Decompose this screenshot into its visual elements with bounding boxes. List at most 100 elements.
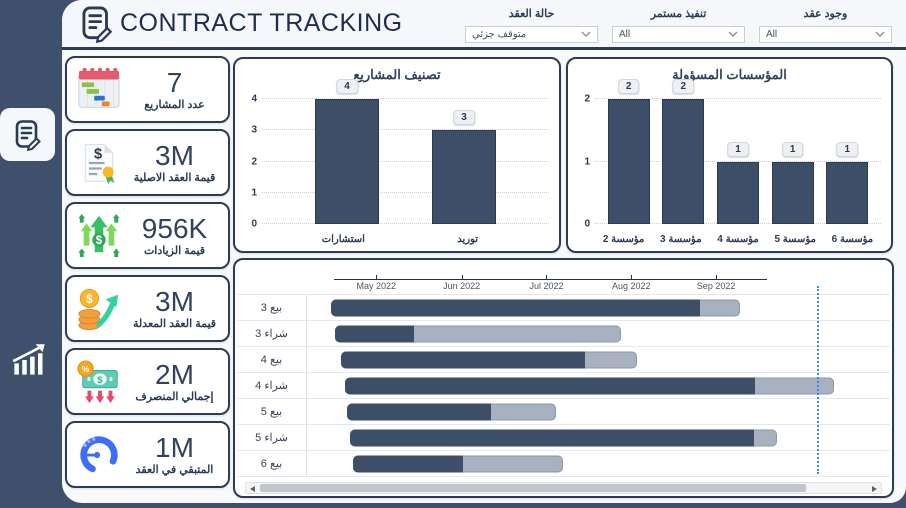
kpi-card-project-count: 7 عدد المشاريع xyxy=(65,56,230,123)
svg-text:$: $ xyxy=(96,235,103,247)
task-label: بيع 4 xyxy=(237,347,307,372)
kpi-label: قيمة العقد الاصلية xyxy=(133,172,216,185)
bar-column: 1 xyxy=(771,99,814,224)
filter-contract-exists: وجود عقد All xyxy=(759,7,892,43)
gantt-track xyxy=(307,295,890,320)
month-label: May 2022 xyxy=(356,281,396,291)
chart-growth-icon xyxy=(11,342,47,378)
sidebar-item-analytics[interactable] xyxy=(6,334,52,386)
y-axis-label: 1 xyxy=(584,156,590,167)
scroll-left-arrow[interactable] xyxy=(250,486,255,492)
month-label: Aug 2022 xyxy=(611,281,651,291)
gantt-scrollbar[interactable] xyxy=(245,482,882,494)
dropdown-value: All xyxy=(766,28,778,40)
task-label: شراء 3 xyxy=(237,321,307,346)
task-label: بيع 5 xyxy=(237,399,307,424)
filter-bar: حالة العقد متوقف جزئي تنفيذ مستمر All xyxy=(465,5,892,43)
kpi-value: 3M xyxy=(155,285,194,317)
filter-label: حالة العقد xyxy=(508,7,555,20)
scroll-right-arrow[interactable] xyxy=(872,486,877,492)
kpi-label: قيمة الزيادات xyxy=(143,245,206,258)
gantt-bar-progress xyxy=(344,377,756,394)
task-label: شراء 5 xyxy=(237,425,307,450)
bar[interactable] xyxy=(826,161,869,224)
gantt-bar[interactable] xyxy=(344,377,835,394)
contract-exists-dropdown[interactable]: All xyxy=(759,25,892,43)
svg-text:$: $ xyxy=(97,374,103,385)
gantt-time-axis: May 2022 Jun 2022 Jul 2022 Aug 2022 Sep 2022 xyxy=(307,266,884,294)
y-axis-label: 2 xyxy=(251,156,257,167)
gantt-row: شراء 3 xyxy=(237,320,890,346)
chevron-down-icon xyxy=(875,31,885,37)
data-label: 4 xyxy=(336,79,358,94)
dropdown-value: All xyxy=(619,28,631,40)
kpi-label: عدد المشاريع xyxy=(144,99,205,112)
y-axis-label: 2 xyxy=(584,93,590,105)
gantt-bar[interactable] xyxy=(330,299,740,316)
gantt-track xyxy=(307,321,890,346)
data-label: 2 xyxy=(672,79,695,94)
filter-label: تنفيذ مستمر xyxy=(650,7,707,20)
kpi-column: 7 عدد المشاريع $ 3M قيمة العقد الاصلية xyxy=(65,56,230,488)
gantt-bar[interactable] xyxy=(346,403,556,420)
bar[interactable] xyxy=(771,161,814,224)
month-label: Jul 2022 xyxy=(529,281,564,291)
sidebar-item-contract-tracking[interactable] xyxy=(0,108,55,161)
data-label: 3 xyxy=(453,110,475,126)
x-axis-labels: مؤسسة 2 مؤسسة 3 مؤسسة 4 مؤسسة 5 مؤسسة 6 xyxy=(595,234,881,245)
gantt-track xyxy=(307,451,890,476)
category-label: مؤسسة 3 xyxy=(660,234,702,245)
gantt-calendar-icon xyxy=(72,63,126,117)
gridline xyxy=(595,160,881,162)
kpi-label: المتبقي في العقد xyxy=(135,464,214,477)
coins-arrow-icon: $ xyxy=(72,282,126,336)
dropdown-value: متوقف جزئي xyxy=(472,28,527,40)
kpi-card-amended-contract-value: $ 3M قيمة العقد المعدلة xyxy=(65,275,230,342)
axis-tick xyxy=(631,275,633,280)
gantt-bar[interactable] xyxy=(340,351,637,368)
document-edit-icon xyxy=(78,5,116,43)
y-axis-label: 4 xyxy=(251,93,257,105)
bar-column: 1 xyxy=(826,99,869,224)
document-edit-icon xyxy=(12,119,44,151)
gantt-bar[interactable] xyxy=(334,325,621,342)
scrollbar-thumb[interactable] xyxy=(260,484,807,492)
svg-text:$: $ xyxy=(94,146,102,162)
gridline xyxy=(262,191,549,193)
gantt-track xyxy=(307,425,890,450)
kpi-card-original-contract-value: $ 3M قيمة العقد الاصلية xyxy=(65,129,230,196)
kpi-label: إجمالي المنصرف xyxy=(135,391,214,404)
bar[interactable] xyxy=(432,130,496,224)
filter-label: وجود عقد xyxy=(803,7,848,20)
progress-ring-icon xyxy=(72,428,126,482)
category-label: مؤسسة 2 xyxy=(602,234,645,245)
ongoing-execution-dropdown[interactable]: All xyxy=(612,25,745,43)
gantt-bar[interactable] xyxy=(350,429,778,446)
data-label: 1 xyxy=(836,141,859,157)
gantt-bar[interactable] xyxy=(353,455,563,472)
growth-arrows-icon: $ xyxy=(72,209,126,263)
axis-tick xyxy=(546,275,548,280)
sidebar xyxy=(0,0,62,508)
bar[interactable] xyxy=(716,161,759,224)
bar[interactable] xyxy=(315,99,379,224)
gantt-track xyxy=(307,373,890,398)
kpi-value: 1M xyxy=(155,431,194,463)
money-percent-icon: $ % xyxy=(72,355,126,409)
category-label: مؤسسة 4 xyxy=(717,234,759,245)
gridline xyxy=(262,129,549,131)
bar[interactable] xyxy=(607,99,650,224)
gantt-chart: May 2022 Jun 2022 Jul 2022 Aug 2022 Sep 2022… xyxy=(233,258,894,498)
x-axis-labels: استشارات توريد xyxy=(262,234,549,245)
gantt-bar-progress xyxy=(334,325,414,342)
kpi-card-increases-value: $ 956K قيمة الزيادات xyxy=(65,202,230,269)
contract-status-dropdown[interactable]: متوقف جزئي xyxy=(465,25,598,43)
svg-text:%: % xyxy=(82,363,90,373)
bar[interactable] xyxy=(662,99,705,224)
bar-column: 2 xyxy=(662,79,705,224)
y-axis-label: 1 xyxy=(251,187,257,199)
data-label: 1 xyxy=(781,141,804,157)
bar-column: 3 xyxy=(432,99,496,224)
